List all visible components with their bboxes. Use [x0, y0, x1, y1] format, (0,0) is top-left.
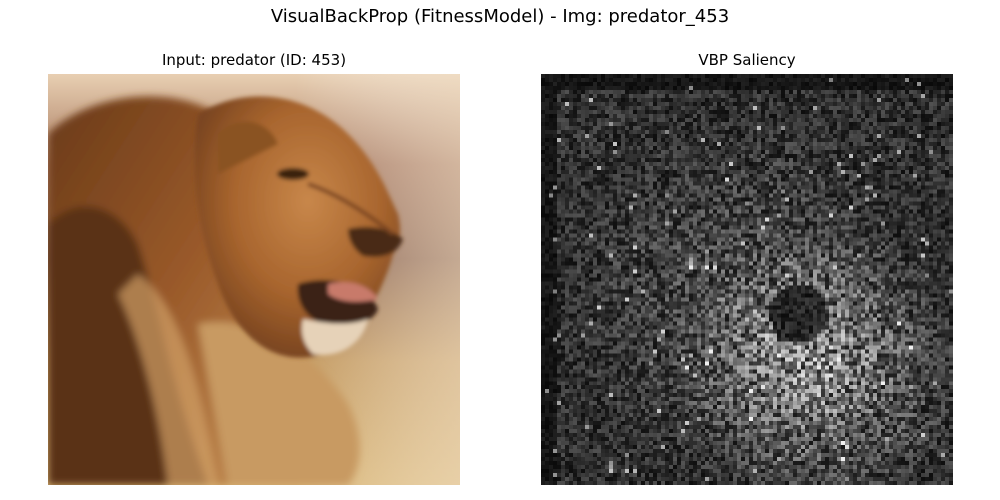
input-panel-title: Input: predator (ID: 453) — [161, 51, 347, 69]
saliency-heatmap — [541, 74, 953, 485]
lion-photo — [48, 74, 460, 485]
saliency-map — [541, 74, 953, 485]
figure-title: VisualBackProp (FitnessModel) - Img: pre… — [270, 6, 730, 27]
saliency-panel-title: VBP Saliency — [698, 51, 796, 69]
input-image — [48, 74, 460, 485]
